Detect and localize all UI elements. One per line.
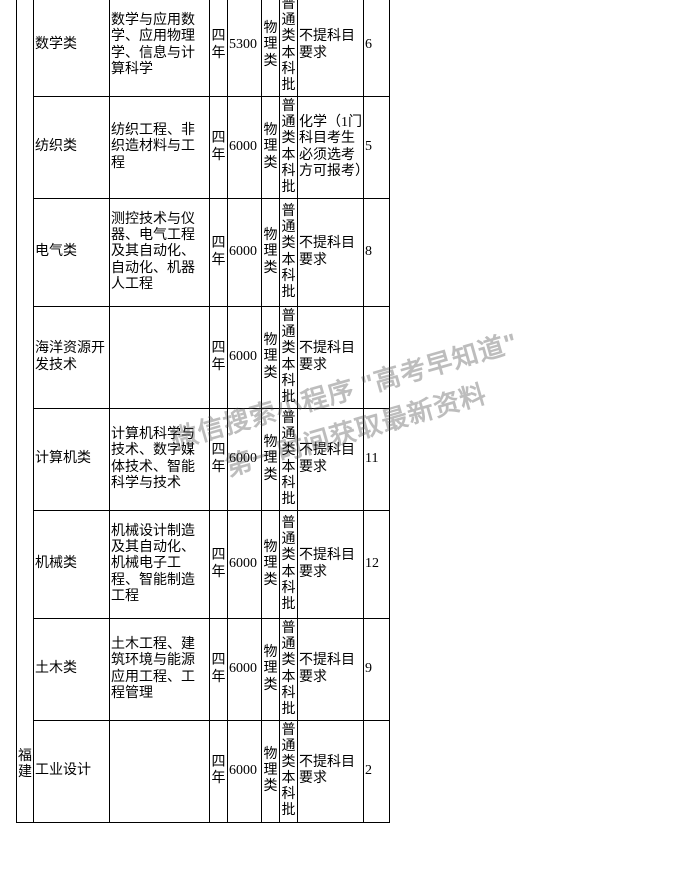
cell-majors: 土木工程、建筑环境与能源应用工程、工程管理 xyxy=(110,619,210,721)
cell-req: 不提科目要求 xyxy=(298,721,364,823)
table-row: 海洋资源开发技术 四年 6000 物理类 普通类本科批 不提科目要求 xyxy=(17,307,390,409)
cell-majors: 纺织工程、非织造材料与工程 xyxy=(110,97,210,199)
cell-fee: 6000 xyxy=(228,409,262,511)
cell-fee: 6000 xyxy=(228,619,262,721)
cell-subject: 物理类 xyxy=(262,511,280,619)
table-row: 土木类 土木工程、建筑环境与能源应用工程、工程管理 四年 6000 物理类 普通… xyxy=(17,619,390,721)
table-row: 计算机类 计算机科学与技术、数字媒体技术、智能科学与技术 四年 6000 物理类… xyxy=(17,409,390,511)
table-row: 机械类 机械设计制造及其自动化、机械电子工程、智能制造工程 四年 6000 物理… xyxy=(17,511,390,619)
cell-category: 计算机类 xyxy=(34,409,110,511)
cell-batch: 普通类本科批 xyxy=(280,97,298,199)
cell-subject: 物理类 xyxy=(262,0,280,97)
cell-years: 四年 xyxy=(210,721,228,823)
cell-majors: 测控技术与仪器、电气工程及其自动化、自动化、机器人工程 xyxy=(110,199,210,307)
cell-batch: 普通类本科批 xyxy=(280,307,298,409)
cell-subject: 物理类 xyxy=(262,721,280,823)
admissions-table: 福建 数学类 数学与应用数学、应用物理学、信息与计算科学 四年 5300 物理类… xyxy=(16,0,390,823)
cell-subject: 物理类 xyxy=(262,199,280,307)
cell-req: 不提科目要求 xyxy=(298,619,364,721)
table-row: 电气类 测控技术与仪器、电气工程及其自动化、自动化、机器人工程 四年 6000 … xyxy=(17,199,390,307)
cell-count: 5 xyxy=(364,97,390,199)
table-row: 工业设计 四年 6000 物理类 普通类本科批 不提科目要求 2 xyxy=(17,721,390,823)
cell-count: 8 xyxy=(364,199,390,307)
cell-req: 不提科目要求 xyxy=(298,511,364,619)
cell-majors: 机械设计制造及其自动化、机械电子工程、智能制造工程 xyxy=(110,511,210,619)
cell-req: 不提科目要求 xyxy=(298,409,364,511)
cell-count: 6 xyxy=(364,0,390,97)
cell-fee: 6000 xyxy=(228,721,262,823)
cell-req: 不提科目要求 xyxy=(298,307,364,409)
cell-category: 数学类 xyxy=(34,0,110,97)
cell-years: 四年 xyxy=(210,409,228,511)
cell-count xyxy=(364,307,390,409)
page-canvas: 福建 数学类 数学与应用数学、应用物理学、信息与计算科学 四年 5300 物理类… xyxy=(0,0,684,882)
cell-fee: 6000 xyxy=(228,97,262,199)
cell-years: 四年 xyxy=(210,0,228,97)
cell-fee: 6000 xyxy=(228,199,262,307)
cell-majors xyxy=(110,721,210,823)
cell-req: 不提科目要求 xyxy=(298,0,364,97)
cell-subject: 物理类 xyxy=(262,97,280,199)
cell-count: 11 xyxy=(364,409,390,511)
cell-category: 机械类 xyxy=(34,511,110,619)
cell-category: 土木类 xyxy=(34,619,110,721)
cell-batch: 普通类本科批 xyxy=(280,199,298,307)
cell-years: 四年 xyxy=(210,511,228,619)
cell-batch: 普通类本科批 xyxy=(280,409,298,511)
cell-majors: 数学与应用数学、应用物理学、信息与计算科学 xyxy=(110,0,210,97)
province-label: 福建 xyxy=(18,749,32,780)
cell-years: 四年 xyxy=(210,307,228,409)
cell-count: 2 xyxy=(364,721,390,823)
cell-batch: 普通类本科批 xyxy=(280,721,298,823)
cell-category: 工业设计 xyxy=(34,721,110,823)
cell-fee: 5300 xyxy=(228,0,262,97)
cell-years: 四年 xyxy=(210,97,228,199)
cell-majors: 计算机科学与技术、数字媒体技术、智能科学与技术 xyxy=(110,409,210,511)
cell-req: 化学（1门科目考生必须选考方可报考） xyxy=(298,97,364,199)
cell-subject: 物理类 xyxy=(262,619,280,721)
cell-years: 四年 xyxy=(210,199,228,307)
cell-batch: 普通类本科批 xyxy=(280,511,298,619)
cell-count: 9 xyxy=(364,619,390,721)
cell-category: 纺织类 xyxy=(34,97,110,199)
cell-fee: 6000 xyxy=(228,307,262,409)
cell-province: 福建 xyxy=(17,0,34,822)
table-row: 福建 数学类 数学与应用数学、应用物理学、信息与计算科学 四年 5300 物理类… xyxy=(17,0,390,97)
cell-majors xyxy=(110,307,210,409)
cell-fee: 6000 xyxy=(228,511,262,619)
cell-req: 不提科目要求 xyxy=(298,199,364,307)
cell-subject: 物理类 xyxy=(262,307,280,409)
cell-category: 电气类 xyxy=(34,199,110,307)
cell-batch: 普通类本科批 xyxy=(280,0,298,97)
cell-category: 海洋资源开发技术 xyxy=(34,307,110,409)
cell-subject: 物理类 xyxy=(262,409,280,511)
table-row: 纺织类 纺织工程、非织造材料与工程 四年 6000 物理类 普通类本科批 化学（… xyxy=(17,97,390,199)
cell-count: 12 xyxy=(364,511,390,619)
cell-batch: 普通类本科批 xyxy=(280,619,298,721)
cell-years: 四年 xyxy=(210,619,228,721)
